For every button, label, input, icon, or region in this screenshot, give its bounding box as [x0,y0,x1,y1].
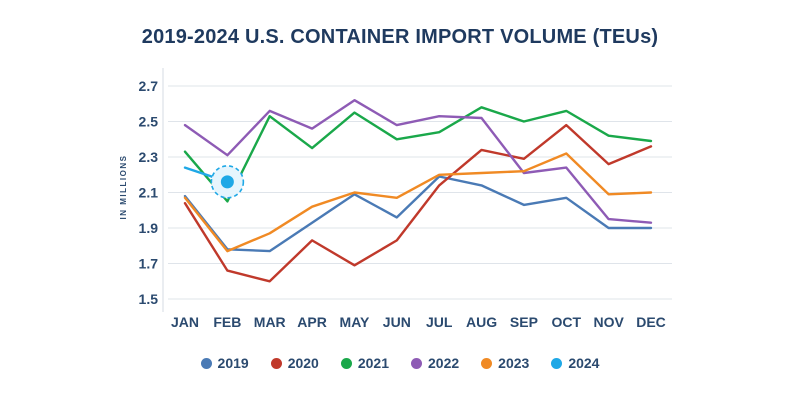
x-tick-label: NOV [593,314,624,330]
y-tick-label: 1.9 [139,220,159,236]
series-line-2021 [183,106,653,203]
legend-swatch [411,357,422,369]
axis-ticks: 1.5 1.7 1.9 2.1 2.3 2.5 2.7 JAN FEB MAR APR MAY JUN J… [139,78,666,330]
chart-title: 2019-2024 U.S. CONTAINER IMPORT VOLUME (… [141,26,659,48]
y-tick-label: 2.1 [139,185,159,201]
x-tick-label: SEP [510,314,538,330]
legend-label: 2019 [217,355,249,371]
series-lines [183,98,653,283]
legend-label: 2021 [357,355,389,371]
legend-item-2021: 2021 [340,355,389,371]
x-tick-label: APR [297,314,327,330]
legend-label: 2020 [287,355,319,371]
latest-point-marker [220,175,234,189]
x-tick-label: AUG [466,314,497,330]
x-tick-label: MAR [254,314,286,330]
legend-item-2024: 2024 [551,355,599,371]
series-line-2019 [183,175,653,253]
y-tick-label: 2.7 [139,78,159,94]
y-tick-label: 2.3 [139,149,159,165]
grid-lines [162,68,672,312]
chart-legend: 2019 2020 2021 2022 2023 2024 [0,355,800,371]
x-tick-label: JAN [171,314,199,330]
y-tick-label: 1.5 [139,291,159,307]
series-line-2022 [183,98,653,224]
legend-label: 2024 [568,355,600,371]
x-tick-label: OCT [551,314,581,330]
legend-label: 2023 [498,355,530,371]
x-tick-label: JUN [383,314,411,330]
y-axis-label: IN MILLIONS [119,155,128,220]
legend-swatch [340,357,352,369]
y-tick-label: 1.7 [139,256,159,272]
legend-item-2020: 2020 [270,355,319,371]
x-tick-label: MAY [340,314,370,330]
legend-item-2022: 2022 [411,355,459,371]
x-tick-label: FEB [213,314,241,330]
legend-swatch [200,357,212,369]
legend-swatch [270,357,282,369]
series-line-2023 [183,152,653,253]
legend-swatch [481,357,493,369]
y-tick-label: 2.5 [139,114,159,130]
x-tick-label: JUL [426,314,453,330]
legend-item-2019: 2019 [200,355,249,371]
legend-swatch [551,357,563,369]
legend-item-2023: 2023 [481,355,529,371]
legend-label: 2022 [428,355,460,371]
x-tick-label: DEC [636,314,666,330]
series-line-2020 [183,123,653,283]
